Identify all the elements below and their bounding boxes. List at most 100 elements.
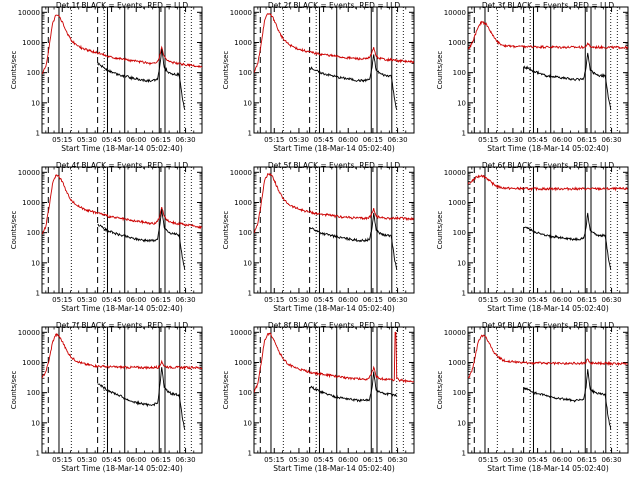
panel-7: Det 7f BLACK = Events, RED = LLD 1 10 100 10… — [10, 321, 203, 473]
y-tick-label: 1 — [248, 450, 252, 458]
x-axis-label: Start Time (18-Mar-14 05:02:40) — [273, 304, 395, 313]
panel-title: Det 1f BLACK = Events, RED = LLD — [56, 1, 189, 10]
series-group — [468, 334, 628, 430]
x-tick-label: 06:15 — [363, 136, 383, 144]
x-axis-label: Start Time (18-Mar-14 05:02:40) — [61, 144, 183, 153]
y-tick-label: 100 — [27, 389, 40, 397]
y-tick-label: 10 — [457, 259, 466, 267]
x-tick-label: 05:30 — [503, 136, 523, 144]
y-tick-label: 10000 — [18, 9, 40, 17]
x-tick-label: 06:30 — [387, 296, 407, 304]
y-tick-label: 10 — [243, 419, 252, 427]
y-tick-label: 1 — [462, 450, 466, 458]
x-tick-label: 05:30 — [77, 136, 97, 144]
x-tick-label: 05:30 — [77, 456, 97, 464]
y-tick-label: 1 — [36, 290, 40, 298]
y-axis-label: Counts/sec — [10, 371, 18, 410]
series-events — [309, 212, 398, 270]
panel-title: Det 9f BLACK = Events, RED = LLD — [482, 321, 615, 330]
y-tick-label: 1000 — [234, 39, 252, 47]
panel-title: Det 8f BLACK = Events, RED = LLD — [268, 321, 401, 330]
panel-title: Det 7f BLACK = Events, RED = LLD — [56, 321, 189, 330]
y-tick-label: 10000 — [230, 169, 252, 177]
y-tick-label: 1000 — [448, 359, 466, 367]
series-events — [309, 54, 398, 110]
series-events — [97, 49, 186, 110]
y-tick-label: 1 — [248, 130, 252, 138]
x-tick-label: 05:30 — [289, 456, 309, 464]
x-tick-label: 05:15 — [52, 456, 72, 464]
x-axis-label: Start Time (18-Mar-14 05:02:40) — [61, 304, 183, 313]
panel-2: Det 2f BLACK = Events, RED = LLD 1 10 100 10… — [222, 1, 415, 153]
x-tick-label: 05:45 — [527, 456, 547, 464]
y-tick-label: 1 — [462, 290, 466, 298]
y-tick-label: 100 — [239, 69, 252, 77]
series-group — [254, 331, 414, 403]
y-tick-label: 10000 — [444, 169, 466, 177]
x-tick-label: 05:45 — [101, 296, 121, 304]
series-lld — [42, 14, 202, 75]
x-tick-label: 06:00 — [126, 296, 146, 304]
x-tick-label: 06:30 — [175, 136, 195, 144]
series-lld — [42, 332, 202, 379]
x-tick-label: 06:30 — [601, 136, 621, 144]
y-tick-label: 1 — [36, 130, 40, 138]
x-tick-label: 06:15 — [151, 296, 171, 304]
y-tick-label: 100 — [453, 389, 466, 397]
x-axis-label: Start Time (18-Mar-14 05:02:40) — [61, 464, 183, 473]
x-tick-label: 05:15 — [264, 136, 284, 144]
x-tick-label: 05:15 — [478, 456, 498, 464]
y-tick-label: 10 — [243, 259, 252, 267]
y-tick-label: 100 — [239, 229, 252, 237]
y-tick-label: 10000 — [230, 9, 252, 17]
panel-6: Det 6f BLACK = Events, RED = LLD 1 10 100 10… — [436, 161, 629, 313]
plot-frame — [41, 166, 203, 294]
series-lld — [254, 172, 414, 234]
x-tick-label: 05:45 — [527, 136, 547, 144]
series-lld — [468, 334, 628, 379]
y-tick-label: 10 — [243, 99, 252, 107]
series-events — [309, 371, 397, 403]
x-tick-label: 05:45 — [527, 296, 547, 304]
x-tick-label: 06:30 — [601, 296, 621, 304]
y-tick-label: 1 — [36, 450, 40, 458]
panel-3: Det 3f BLACK = Events, RED = LLD 1 10 100 10… — [436, 1, 629, 153]
series-group — [468, 174, 628, 270]
y-tick-label: 10000 — [18, 169, 40, 177]
x-tick-label: 06:15 — [151, 456, 171, 464]
panel-9: Det 9f BLACK = Events, RED = LLD 1 10 100 10… — [436, 321, 629, 473]
x-tick-label: 06:00 — [338, 296, 358, 304]
x-tick-label: 06:00 — [338, 456, 358, 464]
y-tick-label: 10 — [457, 419, 466, 427]
y-tick-label: 100 — [27, 229, 40, 237]
x-tick-label: 06:15 — [577, 296, 597, 304]
y-tick-label: 10000 — [18, 329, 40, 337]
panel-5: Det 5f BLACK = Events, RED = LLD 1 10 100 10… — [222, 161, 415, 313]
y-axis-label: Counts/sec — [436, 371, 444, 410]
y-tick-label: 10000 — [444, 9, 466, 17]
y-tick-label: 10 — [31, 419, 40, 427]
x-tick-label: 06:00 — [552, 136, 572, 144]
y-tick-label: 100 — [453, 229, 466, 237]
panel-title: Det 2f BLACK = Events, RED = LLD — [268, 1, 401, 10]
y-axis-label: Counts/sec — [222, 51, 230, 90]
x-tick-label: 05:15 — [478, 296, 498, 304]
y-tick-label: 1 — [462, 130, 466, 138]
x-tick-label: 05:45 — [313, 456, 333, 464]
panel-8: Det 8f BLACK = Events, RED = LLD 1 10 100 10… — [222, 321, 415, 473]
series-events — [97, 209, 186, 270]
y-tick-label: 1000 — [22, 359, 40, 367]
x-tick-label: 06:00 — [338, 136, 358, 144]
plot-frame — [41, 6, 203, 134]
y-tick-label: 1000 — [22, 39, 40, 47]
y-tick-label: 1000 — [448, 199, 466, 207]
y-tick-label: 100 — [239, 389, 252, 397]
series-group — [42, 14, 202, 110]
series-events — [523, 52, 612, 110]
plot-frame — [467, 166, 629, 294]
series-group — [42, 174, 202, 270]
x-tick-label: 05:45 — [313, 136, 333, 144]
x-tick-label: 06:00 — [552, 296, 572, 304]
series-lld — [468, 174, 628, 192]
